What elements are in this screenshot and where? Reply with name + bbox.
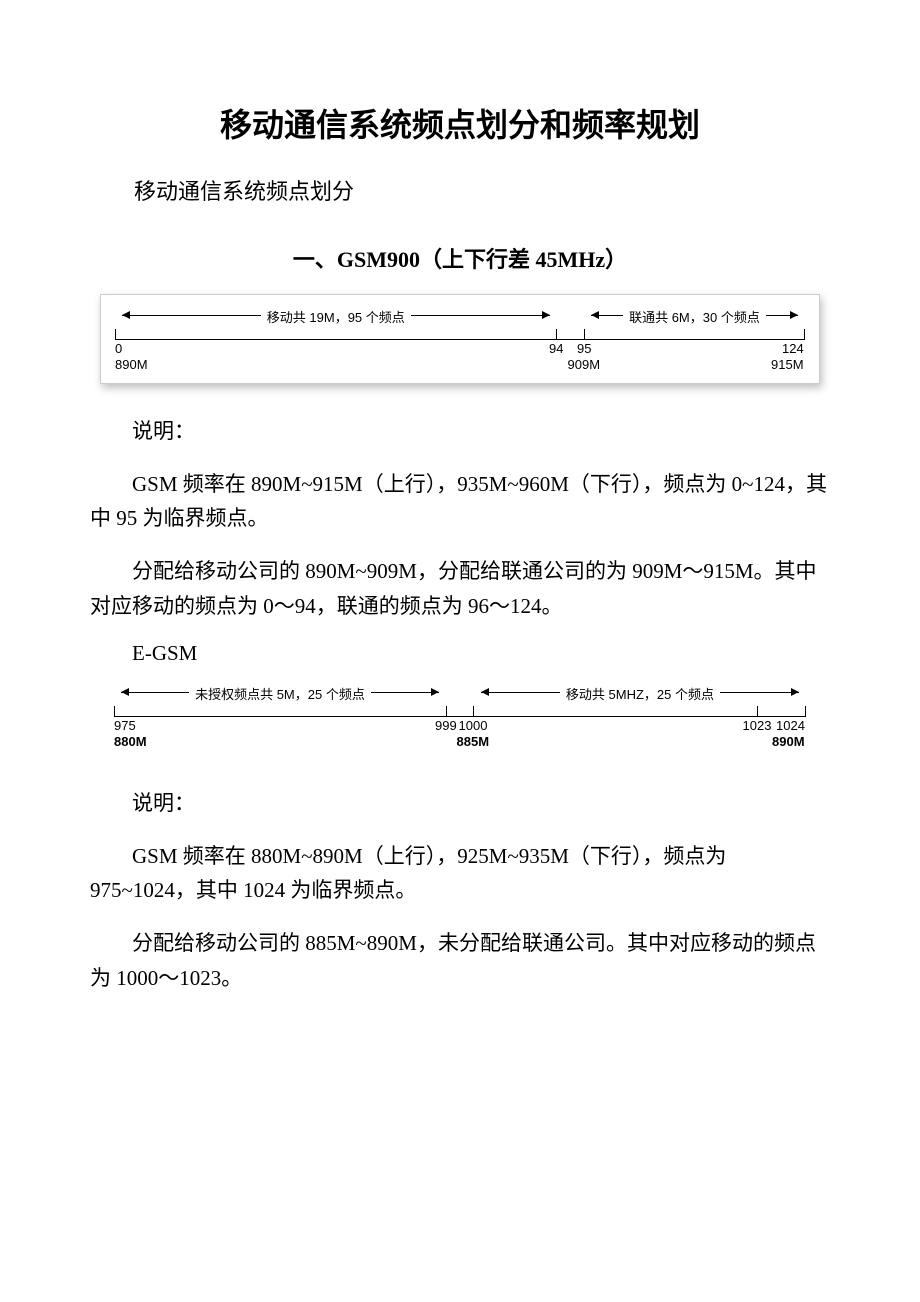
section-heading-gsm900: 一、GSM900（上下行差 45MHz） bbox=[90, 242, 830, 274]
axis-tick bbox=[446, 706, 447, 716]
axis-tick bbox=[757, 706, 758, 716]
explanation-label-2: 说明： bbox=[90, 786, 830, 821]
tick-label-top: 124 bbox=[782, 341, 804, 356]
axis-line bbox=[114, 716, 806, 717]
arrow-head-right-left bbox=[542, 311, 550, 319]
tick-label-top: 1024 bbox=[776, 718, 805, 733]
paragraph-gsm-range: GSM 频率在 890M~915M（上行），935M~960M（下行），频点为 … bbox=[90, 467, 830, 536]
heading-suffix-open: （上下行差 bbox=[420, 247, 536, 272]
document-page: 移动通信系统频点划分和频率规划 移动通信系统频点划分 一、GSM900（上下行差… bbox=[0, 0, 920, 1073]
tick-label-bottom: 880M bbox=[114, 734, 147, 749]
axis-line bbox=[115, 339, 805, 340]
frequency-diagram-egsm: 975880M 9991000885M 1023 1024890M 未授权频点共 5M，… bbox=[100, 676, 820, 758]
arrow-head-left-right bbox=[591, 311, 599, 319]
tick-label-top: 95 bbox=[577, 341, 591, 356]
tick-label-bottom: 909M bbox=[568, 357, 601, 372]
axis-tick bbox=[584, 329, 585, 339]
paragraph-allocation-2: 分配给移动公司的 885M~890M，未分配给联通公司。其中对应移动的频点为 1… bbox=[90, 926, 830, 995]
arrow-head-left-right bbox=[481, 688, 489, 696]
axis-tick bbox=[556, 329, 557, 339]
arrow-head-right-right bbox=[791, 688, 799, 696]
tick-label-top: 1000 bbox=[459, 718, 488, 733]
explanation-label-1: 说明： bbox=[90, 414, 830, 449]
arrow-label-left: 未授权频点共 5M，25 个频点 bbox=[189, 684, 371, 703]
tick-label-top: 0 bbox=[115, 341, 122, 356]
tick-label-bottom: 890M bbox=[772, 734, 805, 749]
egsm-heading: E-GSM bbox=[90, 641, 830, 666]
arrow-head-left-left bbox=[122, 311, 130, 319]
document-subtitle: 移动通信系统频点划分 bbox=[90, 174, 830, 206]
arrow-head-right-left bbox=[431, 688, 439, 696]
arrow-label-left: 移动共 19M，95 个频点 bbox=[261, 307, 411, 326]
tick-label-bottom: 915M bbox=[771, 357, 804, 372]
tick-label-top: 94 bbox=[549, 341, 563, 356]
tick-label-top: 999 bbox=[435, 718, 457, 733]
axis-tick bbox=[473, 706, 474, 716]
tick-label-top: 1023 bbox=[743, 718, 772, 733]
tick-label-bottom: 885M bbox=[457, 734, 490, 749]
arrow-label-right: 联通共 6M，30 个频点 bbox=[623, 307, 766, 326]
frequency-diagram-gsm900: 0890M 94 95909M 124915M 移动共 19M，95 个频点 联通共 6M… bbox=[100, 294, 820, 384]
document-title: 移动通信系统频点划分和频率规划 bbox=[90, 100, 830, 146]
axis-tick bbox=[114, 706, 115, 716]
paragraph-egsm-range: GSM 频率在 880M~890M（上行），925M~935M（下行），频点为 … bbox=[90, 839, 830, 908]
heading-prefix: 一、 bbox=[293, 247, 337, 272]
axis-tick bbox=[805, 706, 806, 716]
tick-label-bottom: 890M bbox=[115, 357, 148, 372]
paragraph-allocation-1: 分配给移动公司的 890M~909M，分配给联通公司的为 909M～915M。其… bbox=[90, 554, 830, 623]
heading-suffix-val: 45MHz bbox=[535, 247, 605, 272]
axis-tick bbox=[804, 329, 805, 339]
arrow-head-right-right bbox=[790, 311, 798, 319]
axis-tick bbox=[115, 329, 116, 339]
tick-label-top: 975 bbox=[114, 718, 136, 733]
arrow-label-right: 移动共 5MHZ，25 个频点 bbox=[560, 684, 720, 703]
arrow-head-left-left bbox=[121, 688, 129, 696]
heading-main: GSM900 bbox=[337, 247, 420, 272]
heading-suffix-close: ） bbox=[605, 247, 627, 272]
